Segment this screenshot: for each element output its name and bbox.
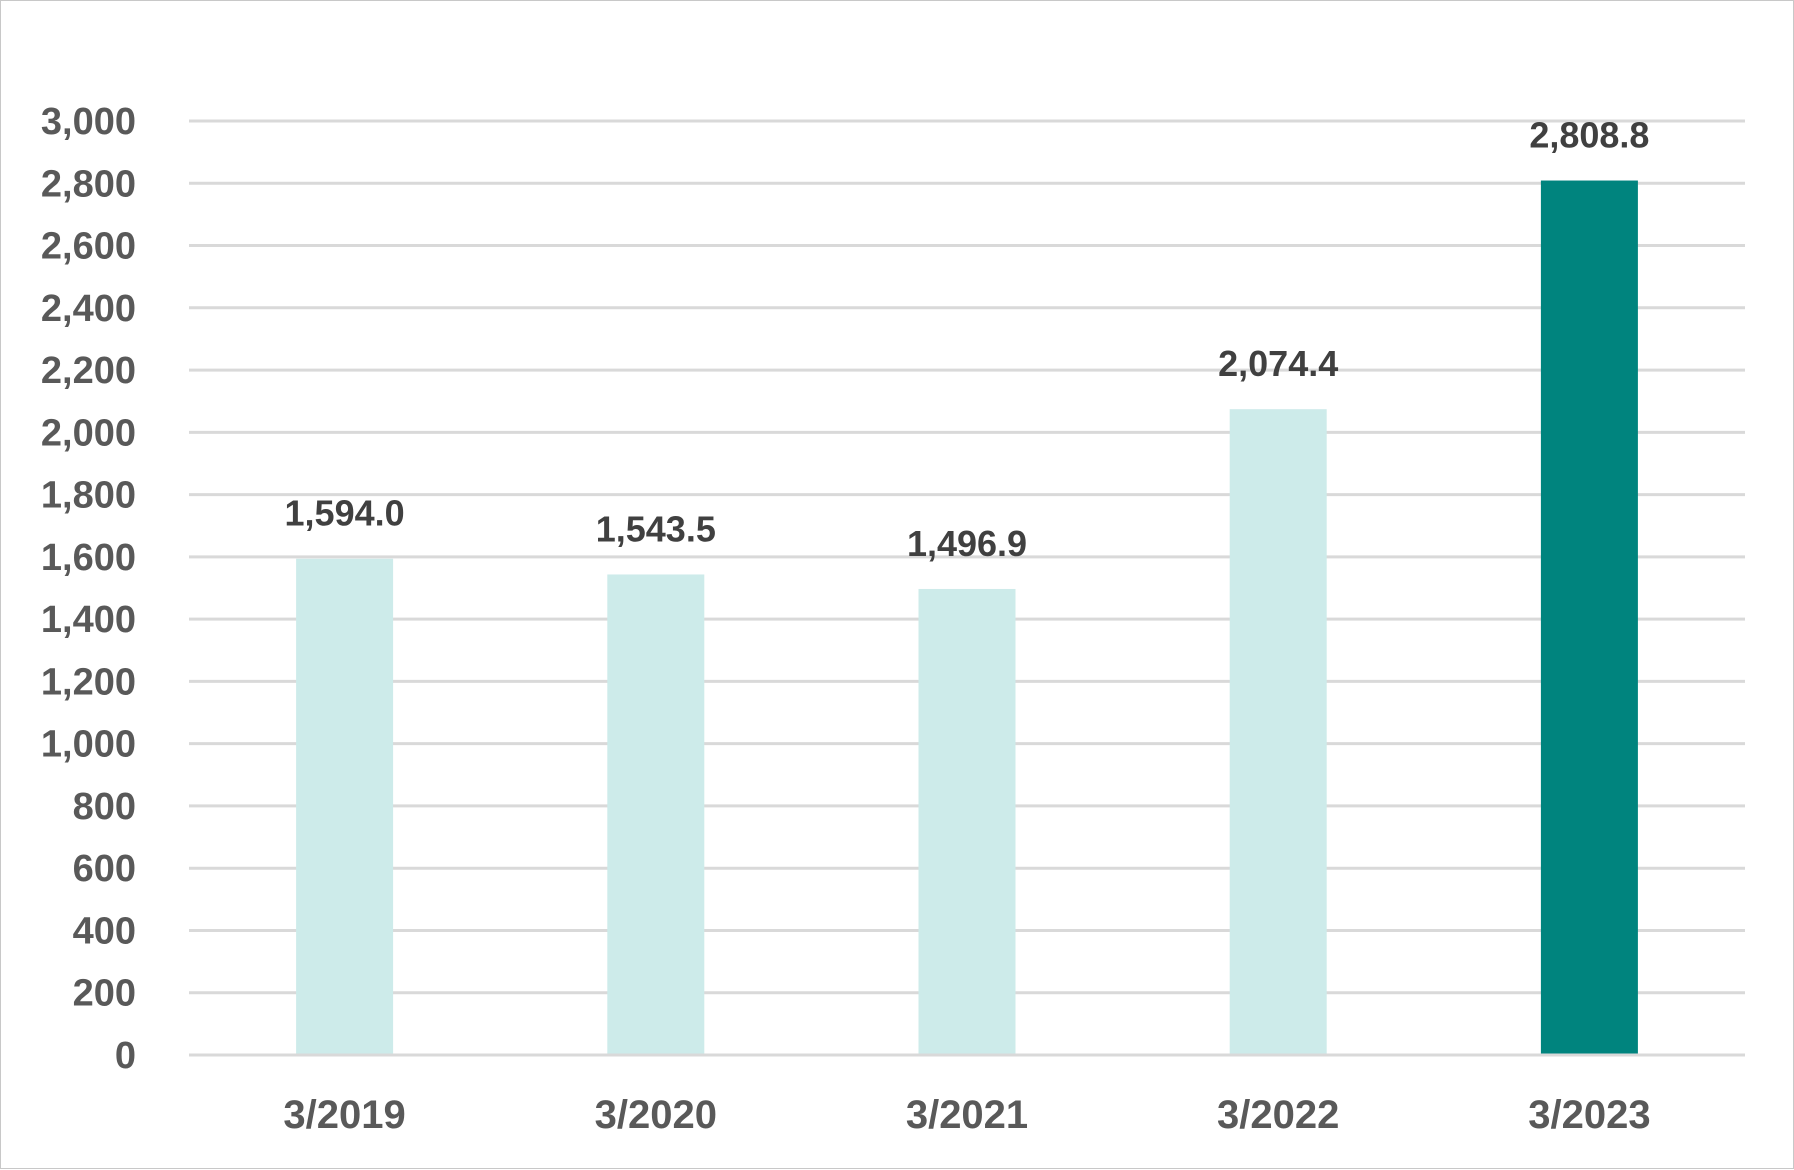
x-tick-label: 3/2023 — [1528, 1093, 1650, 1137]
x-tick-label: 3/2022 — [1217, 1093, 1339, 1137]
y-tick-label: 800 — [73, 786, 136, 828]
bars — [296, 180, 1638, 1056]
y-tick-label: 3,000 — [41, 101, 136, 143]
y-tick-label: 2,400 — [41, 288, 136, 330]
data-label: 1,594.0 — [285, 493, 405, 534]
y-tick-label: 1,000 — [41, 724, 136, 766]
x-tick-label: 3/2020 — [595, 1093, 717, 1137]
x-tick-label: 3/2021 — [906, 1093, 1028, 1137]
bar — [918, 588, 1016, 1055]
y-tick-label: 0 — [115, 1035, 136, 1077]
data-label: 2,808.8 — [1529, 115, 1649, 156]
bar — [1229, 409, 1327, 1055]
y-tick-label: 600 — [73, 848, 136, 890]
bar — [607, 574, 705, 1055]
data-labels: 1,594.0 1,543.5 1,496.9 2,074.4 2,808.8 — [285, 115, 1650, 564]
y-tick-label: 2,600 — [41, 226, 136, 268]
y-axis-ticks: 0 200 400 600 800 1,000 1,200 1,400 1,600 1,800 2,… — [41, 101, 136, 1077]
y-tick-label: 2,800 — [41, 163, 136, 205]
y-tick-label: 2,000 — [41, 412, 136, 454]
y-tick-label: 200 — [73, 973, 136, 1015]
x-tick-label: 3/2019 — [283, 1093, 405, 1137]
y-tick-label: 2,200 — [41, 350, 136, 392]
bar — [296, 558, 394, 1055]
y-tick-label: 1,400 — [41, 599, 136, 641]
y-tick-label: 1,200 — [41, 661, 136, 703]
data-label: 2,074.4 — [1218, 343, 1338, 384]
y-tick-label: 1,600 — [41, 537, 136, 579]
data-label: 1,496.9 — [907, 523, 1027, 564]
x-axis-ticks: 3/2019 3/2020 3/2021 3/2022 3/2023 — [283, 1093, 1650, 1137]
y-tick-label: 400 — [73, 910, 136, 952]
y-tick-label: 1,800 — [41, 475, 136, 517]
bar — [1540, 180, 1638, 1056]
data-label: 1,543.5 — [596, 508, 716, 549]
